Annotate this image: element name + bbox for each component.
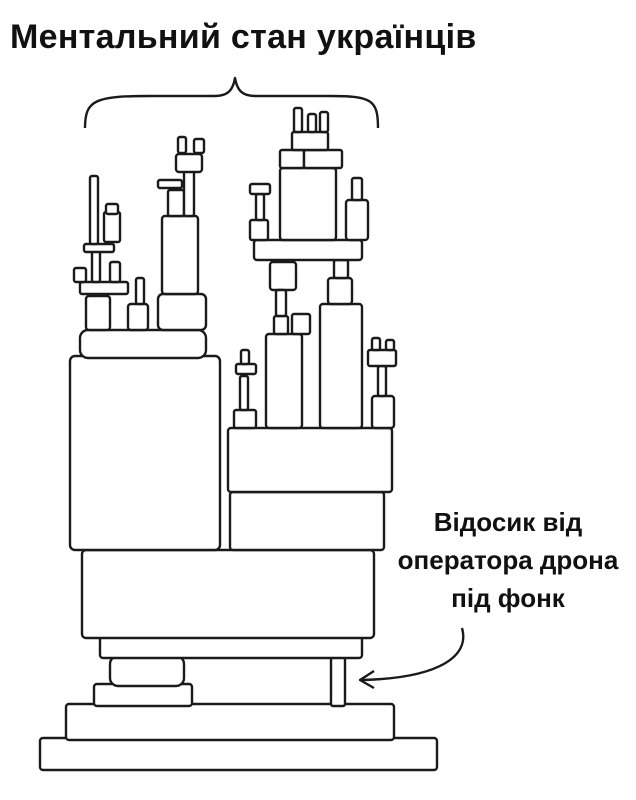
far-right-block (370, 394, 396, 430)
arrow-head-icon (358, 669, 375, 690)
meme-title: Ментальний стан українців (10, 18, 477, 56)
left-pillar-top (166, 188, 186, 218)
left-nub-b (126, 302, 150, 332)
spindle-cross (82, 242, 116, 254)
far-right-cross (366, 348, 398, 368)
right-box-top-a (278, 148, 306, 170)
right-box-crown (290, 130, 330, 152)
big-block-left (68, 354, 222, 552)
right-tall-stick (268, 260, 298, 292)
left-pillar-rod (182, 168, 196, 218)
callout-text: Відосик від оператора дрона під фонк (388, 503, 628, 617)
foot-left-top (108, 654, 186, 688)
right-crown-pin-a (292, 106, 304, 134)
right-shelf-nub-a (248, 218, 270, 242)
right-nub-left (232, 408, 258, 430)
far-right-pin-a (370, 336, 382, 352)
spindle-side-top (104, 202, 120, 216)
curly-brace-icon (83, 76, 380, 129)
base-slab (38, 736, 439, 772)
right-shelf-cap (248, 182, 272, 196)
right-thin-top (239, 348, 251, 366)
left-t-cross (156, 178, 184, 190)
right-crown-pin-b (306, 112, 318, 134)
right-pillar-a (264, 332, 304, 430)
spindle-side (102, 210, 122, 244)
main-slab (80, 548, 376, 640)
left-pillar (160, 214, 200, 296)
spindle-plate (78, 280, 130, 296)
callout-line-3: під фонк (451, 583, 565, 613)
left-top-pin-b (192, 137, 206, 155)
right-block-top (226, 426, 394, 494)
left-stack-base (156, 292, 208, 332)
right-pillar-a-side (290, 312, 312, 336)
left-top-pin-a (176, 135, 188, 155)
base-block (64, 702, 396, 742)
right-shelf (252, 238, 364, 262)
right-pillar-b-cap2 (332, 258, 350, 280)
right-pillar-a-cap (272, 314, 290, 336)
left-nub-a (84, 294, 112, 332)
far-right-rod (376, 364, 388, 398)
right-block-bottom (228, 490, 386, 552)
arrow-line (361, 627, 465, 682)
spindle-rod-b (88, 174, 100, 246)
left-small-stick (134, 276, 146, 306)
lower-slab (98, 634, 364, 660)
right-shelf-rod (254, 192, 266, 222)
right-side-pin (350, 176, 364, 202)
right-thin-a (238, 374, 250, 412)
right-side-piece (344, 198, 370, 242)
foot-left-bottom (92, 682, 194, 708)
right-pillar-b (318, 302, 364, 430)
right-thin-cross (234, 362, 258, 376)
support-stick (329, 654, 347, 708)
left-cap (78, 328, 208, 360)
right-pillar-b-cap (326, 276, 354, 306)
left-top-block (174, 152, 204, 174)
right-crown-pin-c (318, 110, 330, 134)
callout-line-1: Відосик від (433, 507, 583, 537)
far-right-pin-b (384, 338, 396, 352)
callout-line-2: оператора дрона (397, 545, 619, 575)
spindle-nub-a (72, 266, 88, 284)
spindle-nub-b (108, 260, 122, 284)
right-box-top-b (302, 148, 344, 170)
right-box (278, 166, 338, 242)
spindle-rod-a (90, 248, 102, 284)
right-tall-stick-rod (274, 288, 288, 318)
